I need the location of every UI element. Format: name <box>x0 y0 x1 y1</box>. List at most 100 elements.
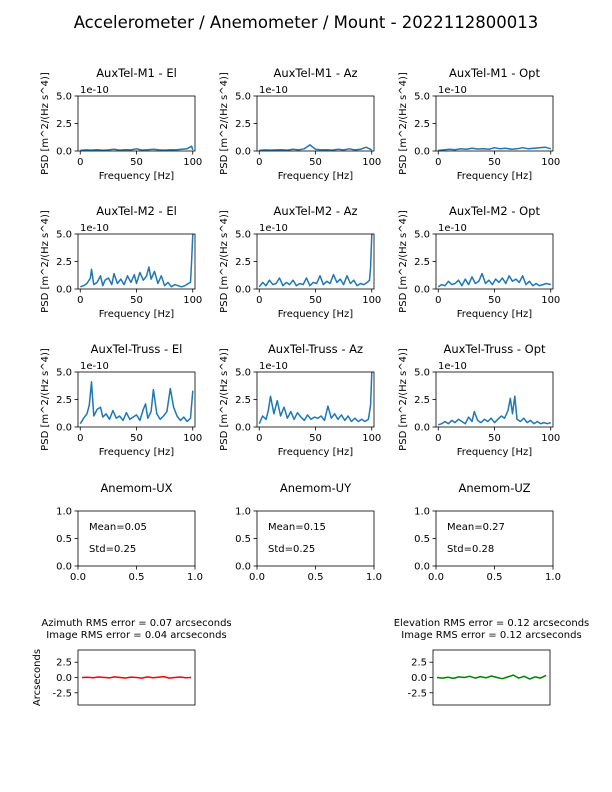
chart-13-ytick-1: 0.0 <box>411 673 427 684</box>
chart-6-ytick-1: 2.5 <box>56 395 72 406</box>
chart-2-offset-label: 1e-10 <box>438 85 467 96</box>
chart-8-series-line <box>438 395 552 426</box>
chart-10-ytick-1: 0.5 <box>235 534 251 545</box>
chart-5-xtick-2: 100 <box>541 295 560 306</box>
chart-2-title: AuxTel-M1 - Opt <box>449 66 541 80</box>
chart-13-frame <box>432 649 551 706</box>
chart-5-xtick-1: 50 <box>488 295 501 306</box>
chart-0-ytick-2: 5.0 <box>56 92 72 103</box>
chart-3-series-line <box>80 233 194 288</box>
chart-11-ytick-0: 0.0 <box>414 562 430 573</box>
chart-4-xtick-2: 100 <box>362 295 381 306</box>
chart-11-std-label: Std=0.28 <box>447 544 494 555</box>
chart-3-ytick-0: 0.0 <box>56 285 72 296</box>
chart-2-ytick-0: 0.0 <box>414 147 430 158</box>
chart-6-title: AuxTel-Truss - El <box>91 342 183 356</box>
chart-0-xtick-2: 100 <box>183 157 202 168</box>
chart-7-xtick-1: 50 <box>309 433 322 444</box>
chart-0-ytick-1: 2.5 <box>56 119 72 130</box>
figure-title: Accelerometer / Anemometer / Mount - 202… <box>74 13 539 32</box>
chart-8-ytick-0: 0.0 <box>414 423 430 434</box>
chart-1-xtick-0: 0 <box>256 157 262 168</box>
chart-8-ytick-1: 2.5 <box>414 395 430 406</box>
chart-10-std-label: Std=0.25 <box>268 544 315 555</box>
chart-0-ylabel: PSD [m^2/(Hz s^4)] <box>40 72 51 175</box>
chart-13-ytick-0: 2.5 <box>411 658 427 669</box>
chart-11-frame <box>435 510 554 567</box>
chart-7-series-line <box>258 371 373 424</box>
chart-9-title: Anemom-UX <box>100 481 172 495</box>
chart-8-ylabel: PSD [m^2/(Hz s^4)] <box>398 348 409 451</box>
chart-6-ytick-2: 5.0 <box>56 368 72 379</box>
chart-3-xtick-0: 0 <box>77 295 83 306</box>
chart-1-title: AuxTel-M1 - Az <box>273 66 357 80</box>
chart-4-xtick-1: 50 <box>309 295 322 306</box>
chart-12-ytick-1: 0.0 <box>56 673 72 684</box>
chart-6-xtick-0: 0 <box>77 433 83 444</box>
chart-9-ytick-1: 0.5 <box>56 534 72 545</box>
chart-1-xlabel: Frequency [Hz] <box>278 171 354 182</box>
chart-4-offset-label: 1e-10 <box>259 223 288 234</box>
chart-12-title-line-1: Image RMS error = 0.04 arcseconds <box>46 630 226 641</box>
chart-10-xtick-1: 0.5 <box>308 572 324 583</box>
chart-9-std-label: Std=0.25 <box>89 544 136 555</box>
chart-11-mean-label: Mean=0.27 <box>447 522 505 533</box>
chart-5-frame <box>435 233 554 290</box>
chart-1-offset-label: 1e-10 <box>259 85 288 96</box>
chart-4-frame <box>256 233 375 290</box>
chart-4-xlabel: Frequency [Hz] <box>278 309 354 320</box>
chart-7-offset-label: 1e-10 <box>259 361 288 372</box>
chart-5-series-line <box>437 272 551 288</box>
chart-4-title: AuxTel-M2 - Az <box>273 204 357 218</box>
chart-9-ytick-2: 1.0 <box>56 507 72 518</box>
chart-9-ytick-0: 0.0 <box>56 562 72 573</box>
chart-13-ytick-2: -2.5 <box>407 688 427 699</box>
chart-3-title: AuxTel-M2 - El <box>96 204 177 218</box>
chart-5-xtick-0: 0 <box>435 295 441 306</box>
chart-12-title-line-0: Azimuth RMS error = 0.07 arcseconds <box>41 618 231 629</box>
chart-2-xlabel: Frequency [Hz] <box>457 171 533 182</box>
chart-3-offset-label: 1e-10 <box>80 223 109 234</box>
chart-7-xlabel: Frequency [Hz] <box>278 447 354 458</box>
chart-0-xtick-1: 50 <box>130 157 143 168</box>
chart-11-xtick-0: 0.0 <box>428 572 444 583</box>
chart-0-xlabel: Frequency [Hz] <box>99 171 175 182</box>
chart-6-series-line <box>79 381 194 425</box>
chart-8-frame <box>435 371 554 428</box>
chart-2-ytick-1: 2.5 <box>414 119 430 130</box>
chart-8-ytick-2: 5.0 <box>414 368 430 379</box>
chart-2-series-line <box>438 146 552 152</box>
chart-3-ylabel: PSD [m^2/(Hz s^4)] <box>40 210 51 313</box>
chart-3-ytick-1: 2.5 <box>56 257 72 268</box>
chart-0-ytick-0: 0.0 <box>56 147 72 158</box>
chart-4-ytick-0: 0.0 <box>235 285 251 296</box>
chart-11-ytick-2: 1.0 <box>414 507 430 518</box>
chart-7-ylabel: PSD [m^2/(Hz s^4)] <box>219 348 230 451</box>
chart-9-xtick-2: 1.0 <box>187 572 203 583</box>
chart-8-xtick-1: 50 <box>488 433 501 444</box>
chart-10-ytick-0: 0.0 <box>235 562 251 573</box>
chart-10-frame <box>256 510 375 567</box>
chart-10-title: Anemom-UY <box>280 481 352 495</box>
chart-2-xtick-1: 50 <box>488 157 501 168</box>
chart-4-xtick-0: 0 <box>256 295 262 306</box>
chart-0-xtick-0: 0 <box>77 157 83 168</box>
chart-0-series-line <box>80 145 194 152</box>
chart-7-ytick-1: 2.5 <box>235 395 251 406</box>
chart-4-ytick-2: 5.0 <box>235 230 251 241</box>
chart-4-ylabel: PSD [m^2/(Hz s^4)] <box>219 210 230 313</box>
chart-11-xtick-2: 1.0 <box>545 572 561 583</box>
chart-5-ylabel: PSD [m^2/(Hz s^4)] <box>398 210 409 313</box>
chart-9-mean-label: Mean=0.05 <box>89 522 147 533</box>
chart-5-ytick-0: 0.0 <box>414 285 430 296</box>
chart-7-xtick-0: 0 <box>256 433 262 444</box>
chart-10-ytick-2: 1.0 <box>235 507 251 518</box>
chart-10-xtick-0: 0.0 <box>249 572 265 583</box>
chart-3-xtick-2: 100 <box>183 295 202 306</box>
chart-1-ytick-2: 5.0 <box>235 92 251 103</box>
chart-12-ytick-0: 2.5 <box>56 658 72 669</box>
chart-11-ytick-1: 0.5 <box>414 534 430 545</box>
chart-2-xtick-0: 0 <box>435 157 441 168</box>
chart-1-xtick-2: 100 <box>362 157 381 168</box>
chart-3-ytick-2: 5.0 <box>56 230 72 241</box>
